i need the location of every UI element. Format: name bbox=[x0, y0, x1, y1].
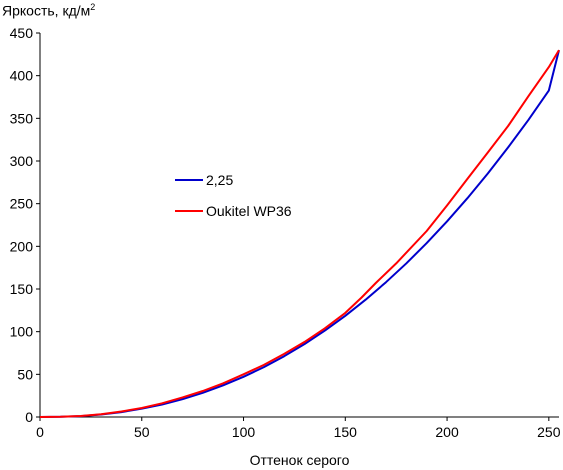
x-tick-label: 250 bbox=[537, 424, 561, 440]
y-tick-label: 300 bbox=[10, 153, 34, 169]
y-tick-label: 50 bbox=[17, 366, 33, 382]
series-line-2 bbox=[39, 49, 560, 418]
y-tick-label: 400 bbox=[10, 68, 34, 84]
y-tick-label: 200 bbox=[10, 238, 34, 254]
x-axis-title: Оттенок серого bbox=[250, 452, 350, 468]
series-group bbox=[39, 49, 560, 418]
x-tick-label: 50 bbox=[134, 424, 150, 440]
legend: 2,25 Oukitel WP36 bbox=[175, 172, 292, 219]
axes: 0 50 100 150 200 250 300 350 400 450 0 50 100 150 200 2… bbox=[10, 25, 561, 440]
legend-label-2: Oukitel WP36 bbox=[206, 203, 292, 219]
y-tick-label: 250 bbox=[10, 196, 34, 212]
x-tick-label: 0 bbox=[36, 424, 44, 440]
y-tick-label: 100 bbox=[10, 324, 34, 340]
x-tick-label: 100 bbox=[232, 424, 256, 440]
y-tick-label: 350 bbox=[10, 110, 34, 126]
y-tick-label: 450 bbox=[10, 25, 34, 41]
y-tick-label: 0 bbox=[25, 409, 33, 425]
series-line-1 bbox=[39, 49, 560, 418]
x-tick-label: 200 bbox=[435, 424, 459, 440]
x-tick-label: 150 bbox=[334, 424, 358, 440]
y-tick-label: 150 bbox=[10, 281, 34, 297]
legend-label-1: 2,25 bbox=[206, 172, 233, 188]
y-axis-title: Яркость, кд/м2 bbox=[2, 2, 96, 19]
